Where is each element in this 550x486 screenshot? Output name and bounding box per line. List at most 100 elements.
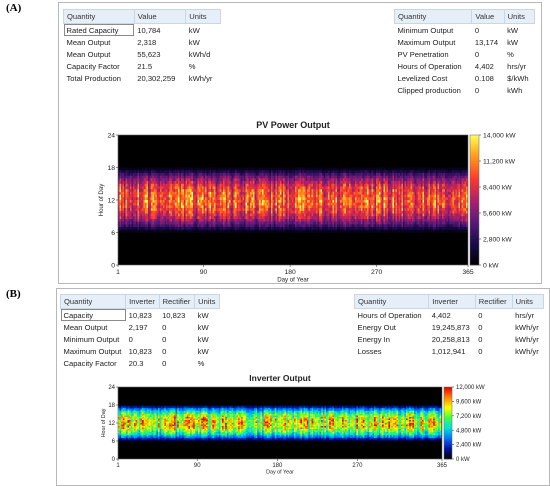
- pv-cell: [284, 205, 287, 209]
- pv-cell: [328, 189, 330, 193]
- pv-cell: [287, 183, 290, 187]
- pv-cell: [127, 224, 129, 228]
- pv-cell: [278, 213, 281, 217]
- pv-cell: [416, 194, 419, 198]
- pv-cell: [409, 183, 411, 187]
- pv-cell: [379, 170, 381, 174]
- pv-cell: [208, 218, 210, 222]
- pv-left-table-row[interactable]: Mean Output 2,318 kW: [64, 36, 221, 48]
- pv-cell: [355, 216, 357, 220]
- pv-cell: [218, 224, 221, 228]
- pv-left-table-row[interactable]: Capacity Factor 21.5%: [64, 60, 221, 72]
- pv-cell: [269, 208, 272, 212]
- pv-cell: [320, 200, 323, 203]
- pv-left-table-row[interactable]: Mean Output 55,623 kWh/d: [64, 48, 221, 60]
- pv-cell: [340, 170, 342, 174]
- pv-right-table-row[interactable]: Clipped production 0 kWh: [395, 84, 535, 96]
- pv-left-table-row[interactable]: Rated Capacity 10,784 kW: [63, 23, 221, 36]
- pv-cell: [143, 189, 146, 193]
- pv-cell: [415, 210, 417, 214]
- pv-cell: [124, 229, 126, 233]
- pv-cell: [188, 178, 191, 182]
- pv-cell: [322, 181, 324, 184]
- pv-cell: [251, 172, 254, 176]
- pv-right-table-row[interactable]: Hours of Operation 4,402 hrs/yr: [395, 60, 535, 72]
- pv-cell: [194, 175, 197, 179]
- pv-cell: [214, 218, 216, 222]
- pv-cell: [401, 197, 404, 201]
- pv-cell: [320, 224, 323, 228]
- pv-cell: [172, 202, 174, 206]
- pv-cell: [343, 186, 345, 190]
- pv-cell: [382, 210, 384, 214]
- pv-cell: [256, 167, 258, 171]
- pv-cell: [271, 202, 273, 206]
- pv-cell: [185, 208, 188, 212]
- pv-cell: [169, 167, 171, 171]
- pv-cell: [128, 227, 131, 230]
- pv-cell: [317, 172, 320, 176]
- pv-cell: [170, 175, 173, 179]
- pv-cell: [416, 186, 419, 190]
- pv-cell: [250, 183, 252, 187]
- pv-cell: [395, 197, 398, 201]
- pv-cell: [190, 170, 192, 174]
- pv-cell: [355, 224, 357, 228]
- pv-cell: [299, 216, 302, 220]
- pv-left-table-row[interactable]: Total Production 20,302,259 kWh/yr: [64, 72, 221, 84]
- pv-cell: [346, 197, 348, 201]
- pv-right-table-row[interactable]: Maximum Output 13,174 kW: [395, 36, 535, 48]
- pv-cell: [217, 221, 219, 225]
- pv-left-column-header[interactable]: Quantity: [63, 9, 135, 24]
- pv-right-table-row[interactable]: Levelized Cost 0.108 $/kWh: [395, 72, 535, 84]
- pv-cell: [173, 202, 176, 206]
- pv-cell: [338, 175, 341, 179]
- pv-right-table-row[interactable]: PV Penetration 0%: [395, 48, 535, 60]
- pv-cell: [326, 227, 329, 230]
- pv-cell: [398, 170, 401, 174]
- pv-cell: [124, 200, 126, 203]
- pv-cell: [323, 213, 326, 217]
- pv-left-column-header[interactable]: Units: [185, 9, 221, 24]
- pv-cell: [323, 178, 326, 182]
- pv-cell: [334, 183, 336, 187]
- pv-cell: [383, 208, 386, 212]
- pv-cell: [217, 189, 219, 193]
- pv-cell: [271, 229, 273, 233]
- pv-cell: [223, 227, 225, 230]
- pv-cell: [131, 183, 134, 187]
- pv-right-table-row[interactable]: Minimum Output 0 kW: [395, 24, 535, 37]
- pv-cell: [226, 202, 228, 206]
- pv-cell: [404, 175, 407, 179]
- pv-cell: [344, 202, 347, 206]
- pv-cell: [401, 186, 404, 190]
- pv-cell: [233, 183, 236, 187]
- pv-cell: [268, 224, 270, 228]
- pv-right-column-header[interactable]: Units: [503, 9, 536, 24]
- pv-cell: [358, 229, 360, 233]
- pv-cell: [341, 216, 344, 220]
- pv-cell: [152, 175, 155, 179]
- pv-cell: [271, 178, 273, 182]
- pv-cell: [425, 175, 428, 179]
- pv-left-column-header[interactable]: Value: [133, 9, 187, 24]
- pv-cell: [169, 175, 171, 179]
- pv-cell: [184, 216, 186, 220]
- pv-cell: [418, 181, 420, 184]
- pv-cell: [176, 189, 179, 193]
- pv-cell: [274, 191, 276, 195]
- pv-cell: [214, 191, 216, 195]
- pv-cell: [136, 202, 138, 206]
- pv-cell: [119, 218, 122, 222]
- pv-cell: [373, 172, 375, 176]
- pv-right-column-header[interactable]: Value: [471, 9, 505, 24]
- pv-right-column-header[interactable]: Quantity: [393, 9, 473, 24]
- pv-cell: [398, 205, 401, 209]
- pv-cell: [382, 191, 384, 195]
- pv-cell: [220, 175, 222, 179]
- pv-cell: [304, 191, 306, 195]
- pv-cell: [152, 210, 155, 214]
- pv-cell: [329, 216, 332, 220]
- pv-cell: [251, 221, 254, 225]
- pv-cell: [136, 167, 138, 171]
